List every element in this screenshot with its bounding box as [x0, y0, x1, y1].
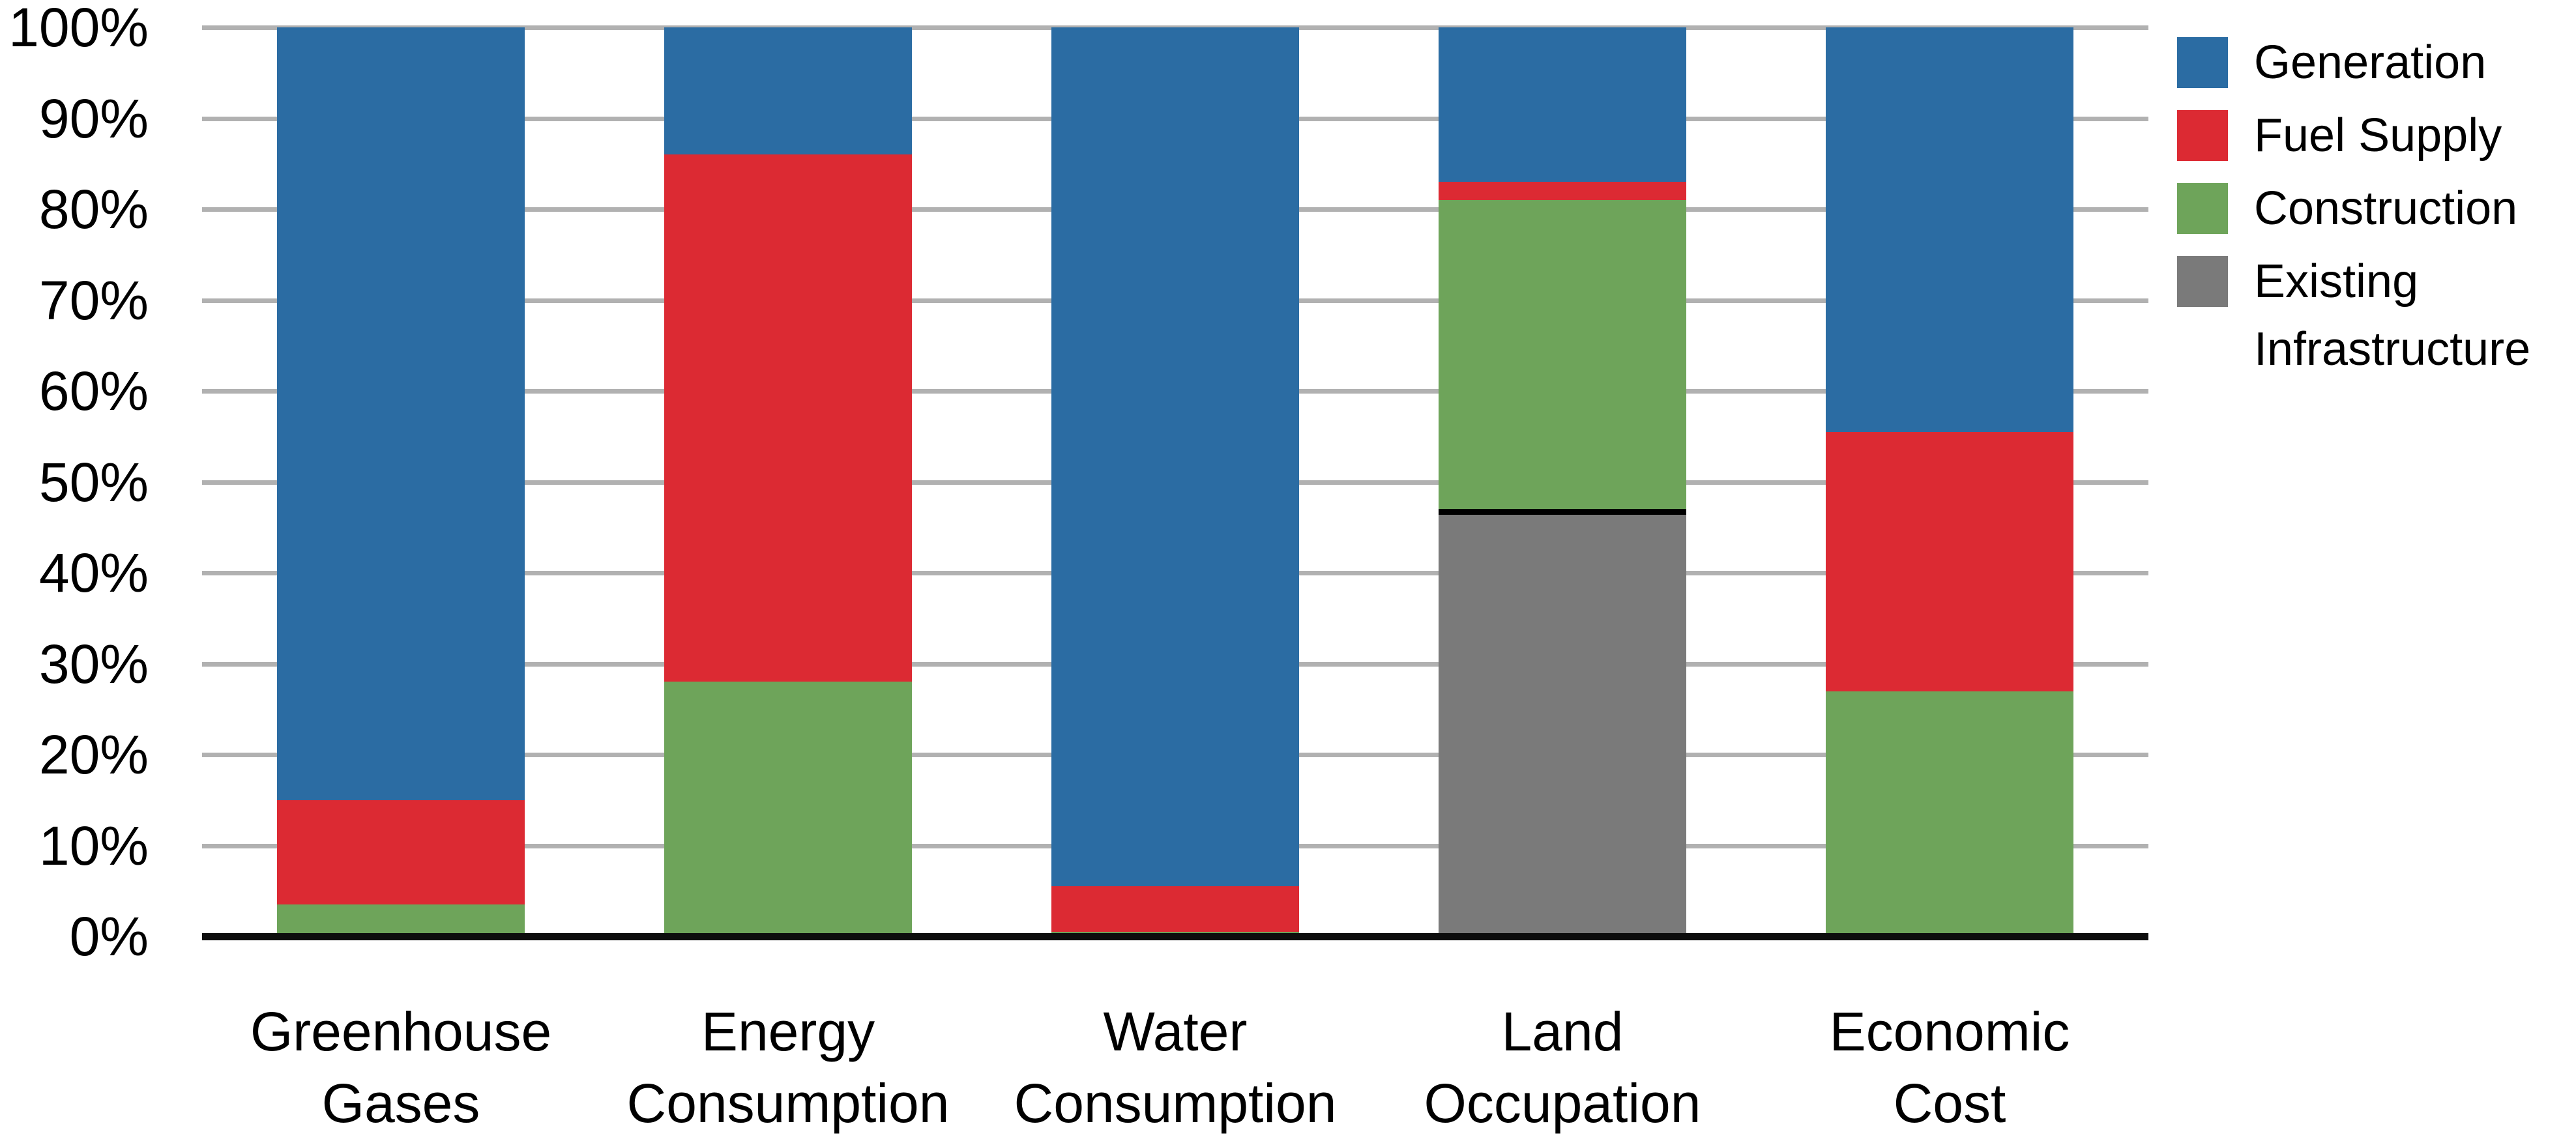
bar-land-occupation-segment-construction [1439, 200, 1686, 509]
bar-energy-consumption-segment-generation [664, 27, 912, 154]
y-tick-label-50: 50% [38, 452, 149, 513]
category-label-line: Cost [1893, 1073, 2006, 1134]
category-label-line: Land [1501, 1001, 1624, 1062]
y-tick-label-0: 0% [69, 906, 149, 967]
bar-land-occupation-segment-fuel-supply [1439, 182, 1686, 200]
bar-greenhouse-gases-segment-fuel-supply [277, 800, 525, 904]
bar-economic-cost-segment-construction [1826, 691, 2073, 936]
y-tick-label-60: 60% [38, 360, 149, 422]
bar-economic-cost-segment-generation [1826, 27, 2073, 432]
x-axis-line [202, 933, 2148, 940]
category-label-line: Energy [701, 1001, 875, 1062]
y-tick-label-100: 100% [8, 0, 149, 58]
bar-economic-cost-segment-fuel-supply [1826, 432, 2073, 691]
y-tick-label-30: 30% [38, 633, 149, 695]
bar-water-consumption-segment-fuel-supply [1051, 886, 1299, 932]
bar-greenhouse-gases-segment-construction [277, 904, 525, 936]
category-label-greenhouse-gases: Greenhouse Gases [205, 996, 596, 1139]
legend-swatch-fuel-supply-icon [2177, 110, 2228, 161]
bar-land-occupation-segment-existing-infrastructure [1439, 509, 1686, 936]
legend-label-construction: Construction [2254, 182, 2518, 235]
y-tick-label-10: 10% [38, 815, 149, 876]
category-label-line: Water [1103, 1001, 1248, 1062]
legend-item-existing-infrastructure: Existing Infrastructure [2177, 248, 2575, 383]
bar-greenhouse-gases-segment-generation [277, 27, 525, 800]
category-label-line: Occupation [1424, 1073, 1701, 1134]
category-label-line: Consumption [626, 1073, 950, 1134]
y-tick-label-90: 90% [38, 88, 149, 149]
category-label-line: Gases [321, 1073, 480, 1134]
bar-energy-consumption-segment-fuel-supply [664, 154, 912, 682]
legend-label-existing-infrastructure: Existing Infrastructure [2254, 255, 2531, 375]
category-label-water-consumption: Water Consumption [980, 996, 1371, 1139]
legend-label-generation: Generation [2254, 36, 2487, 89]
category-label-land-occupation: Land Occupation [1367, 996, 1758, 1139]
legend-label-fuel-supply: Fuel Supply [2254, 109, 2502, 162]
bar-water-consumption-segment-generation [1051, 27, 1299, 886]
legend-swatch-construction-icon [2177, 183, 2228, 234]
bar-land-occupation-segment-generation [1439, 27, 1686, 182]
y-tick-label-40: 40% [38, 542, 149, 603]
category-label-line: Consumption [1014, 1073, 1337, 1134]
y-tick-label-70: 70% [38, 270, 149, 331]
legend: Generation Fuel Supply Construction Existin… [2177, 29, 2575, 388]
legend-item-generation: Generation [2177, 29, 2575, 96]
category-label-economic-cost: Economic Cost [1754, 996, 2145, 1139]
legend-item-construction: Construction [2177, 175, 2575, 242]
legend-swatch-existing-infrastructure-icon [2177, 256, 2228, 307]
category-label-line: Greenhouse [250, 1001, 552, 1062]
bar-energy-consumption-segment-construction [664, 682, 912, 936]
y-tick-label-80: 80% [38, 179, 149, 240]
category-label-energy-consumption: Energy Consumption [593, 996, 984, 1139]
y-tick-label-20: 20% [38, 724, 149, 785]
legend-swatch-generation-icon [2177, 37, 2228, 88]
category-label-line: Economic [1829, 1001, 2070, 1062]
legend-item-fuel-supply: Fuel Supply [2177, 102, 2575, 169]
